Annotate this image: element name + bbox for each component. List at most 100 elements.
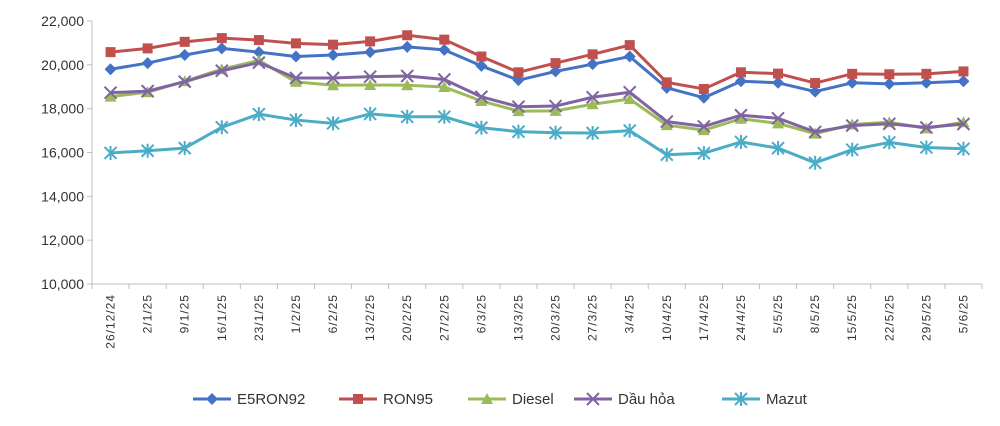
data-point-e5ron92 [215, 42, 228, 55]
x-tick-label: 16/1/25 [215, 294, 229, 341]
x-tick-label: 20/3/25 [549, 294, 563, 341]
data-point-ron95 [884, 69, 895, 80]
data-point-diesel [734, 112, 747, 124]
data-point-e5ron92 [772, 76, 785, 89]
y-axis-ticks: 10,000 12,000 14,000 16,000 18,000 20,000 22,0… [41, 13, 92, 292]
data-point-ron95 [587, 49, 598, 60]
data-point-mazut [882, 135, 896, 150]
data-point-diesel [772, 117, 785, 129]
x-tick-label: 20/2/25 [400, 294, 414, 341]
data-point-mazut [252, 107, 266, 122]
legend: E5RON92 RON95 Diesel Dầu hỏa Mazut [193, 391, 808, 408]
data-point-e5ron92 [475, 59, 488, 72]
y-tick-label: 18,000 [41, 101, 84, 117]
data-point-e5ron92 [178, 48, 191, 61]
data-point-dau-hoa [178, 75, 192, 89]
data-point-e5ron92 [846, 76, 859, 89]
data-point-dau-hoa [882, 117, 896, 131]
data-point-mazut [474, 120, 489, 135]
data-point-dau-hoa [474, 90, 489, 104]
data-point-e5ron92 [549, 65, 562, 78]
x-tick-label: 8/5/25 [808, 294, 822, 333]
legend-item-e5ron92: E5RON92 [193, 391, 305, 408]
data-point-e5ron92 [623, 50, 636, 63]
legend-label: E5RON92 [237, 391, 305, 408]
data-point-mazut [400, 109, 414, 124]
x-tick-label: 24/4/25 [734, 294, 748, 341]
data-point-e5ron92 [141, 57, 154, 70]
series-mazut [103, 106, 971, 170]
x-tick-label: 5/5/25 [771, 294, 785, 333]
data-point-mazut [103, 145, 118, 160]
series-line-dau-hoa [110, 61, 964, 134]
data-point-ron95 [328, 39, 339, 50]
legend-label: RON95 [383, 391, 433, 408]
data-point-dau-hoa [215, 64, 229, 78]
data-point-e5ron92 [401, 40, 414, 53]
data-point-e5ron92 [920, 76, 933, 89]
data-point-dau-hoa [511, 99, 526, 114]
series-layer [103, 30, 971, 170]
data-point-e5ron92 [957, 75, 970, 88]
x-tick-label: 17/4/25 [697, 294, 711, 341]
data-point-ron95 [847, 68, 858, 79]
data-point-diesel [697, 124, 710, 136]
x-tick-label: 13/3/25 [511, 294, 525, 341]
data-point-ron95 [476, 51, 487, 62]
data-point-mazut [660, 147, 674, 162]
data-point-dau-hoa [771, 111, 785, 126]
x-tick-label: 1/2/25 [289, 294, 303, 333]
x-tick-label: 23/1/25 [252, 294, 266, 341]
data-point-ron95 [773, 68, 784, 79]
legend-item-mazut: Mazut [722, 391, 808, 408]
y-tick-label: 12,000 [41, 232, 84, 248]
data-point-ron95 [439, 34, 450, 45]
legend-label: Mazut [766, 391, 808, 408]
data-point-mazut [919, 140, 934, 155]
y-tick-label: 10,000 [41, 276, 84, 292]
data-point-diesel [623, 93, 636, 105]
data-point-dau-hoa [252, 55, 266, 70]
legend-marker [353, 394, 363, 404]
data-point-mazut [808, 155, 822, 170]
x-tick-label: 27/3/25 [586, 294, 600, 341]
series-line-mazut [110, 112, 964, 165]
series-e5ron92 [104, 40, 970, 104]
data-point-mazut [585, 125, 600, 140]
x-tick-label: 13/2/25 [363, 294, 377, 341]
data-point-e5ron92 [697, 91, 710, 104]
data-point-e5ron92 [734, 75, 747, 88]
data-point-dau-hoa [697, 119, 711, 134]
data-point-diesel [401, 79, 414, 91]
data-point-diesel [512, 105, 525, 117]
data-point-ron95 [253, 35, 264, 46]
data-point-diesel [289, 75, 302, 87]
data-point-ron95 [513, 67, 524, 78]
data-point-mazut [623, 123, 637, 138]
x-tick-label: 6/2/25 [326, 294, 340, 333]
data-point-dau-hoa [140, 84, 155, 98]
data-point-mazut [215, 120, 229, 135]
x-tick-label: 6/3/25 [474, 294, 488, 333]
data-point-dau-hoa [585, 90, 600, 104]
series-dau-hoa [103, 55, 971, 139]
data-point-ron95 [735, 67, 746, 78]
data-point-dau-hoa [437, 72, 451, 87]
data-point-ron95 [921, 68, 932, 79]
data-point-diesel [475, 94, 488, 106]
x-tick-label: 10/4/25 [660, 294, 674, 341]
data-point-dau-hoa [845, 118, 859, 133]
data-point-ron95 [142, 43, 153, 54]
data-point-mazut [771, 141, 785, 156]
x-tick-label: 26/12/24 [104, 294, 118, 349]
data-point-mazut [326, 116, 340, 131]
data-point-dau-hoa [103, 85, 118, 100]
data-point-ron95 [810, 78, 821, 89]
y-tick-label: 16,000 [41, 145, 84, 161]
data-point-dau-hoa [808, 125, 822, 139]
data-point-ron95 [550, 58, 561, 69]
data-point-mazut [845, 142, 859, 157]
data-point-mazut [363, 106, 377, 121]
legend-marker [586, 392, 600, 406]
data-point-dau-hoa [919, 120, 934, 135]
